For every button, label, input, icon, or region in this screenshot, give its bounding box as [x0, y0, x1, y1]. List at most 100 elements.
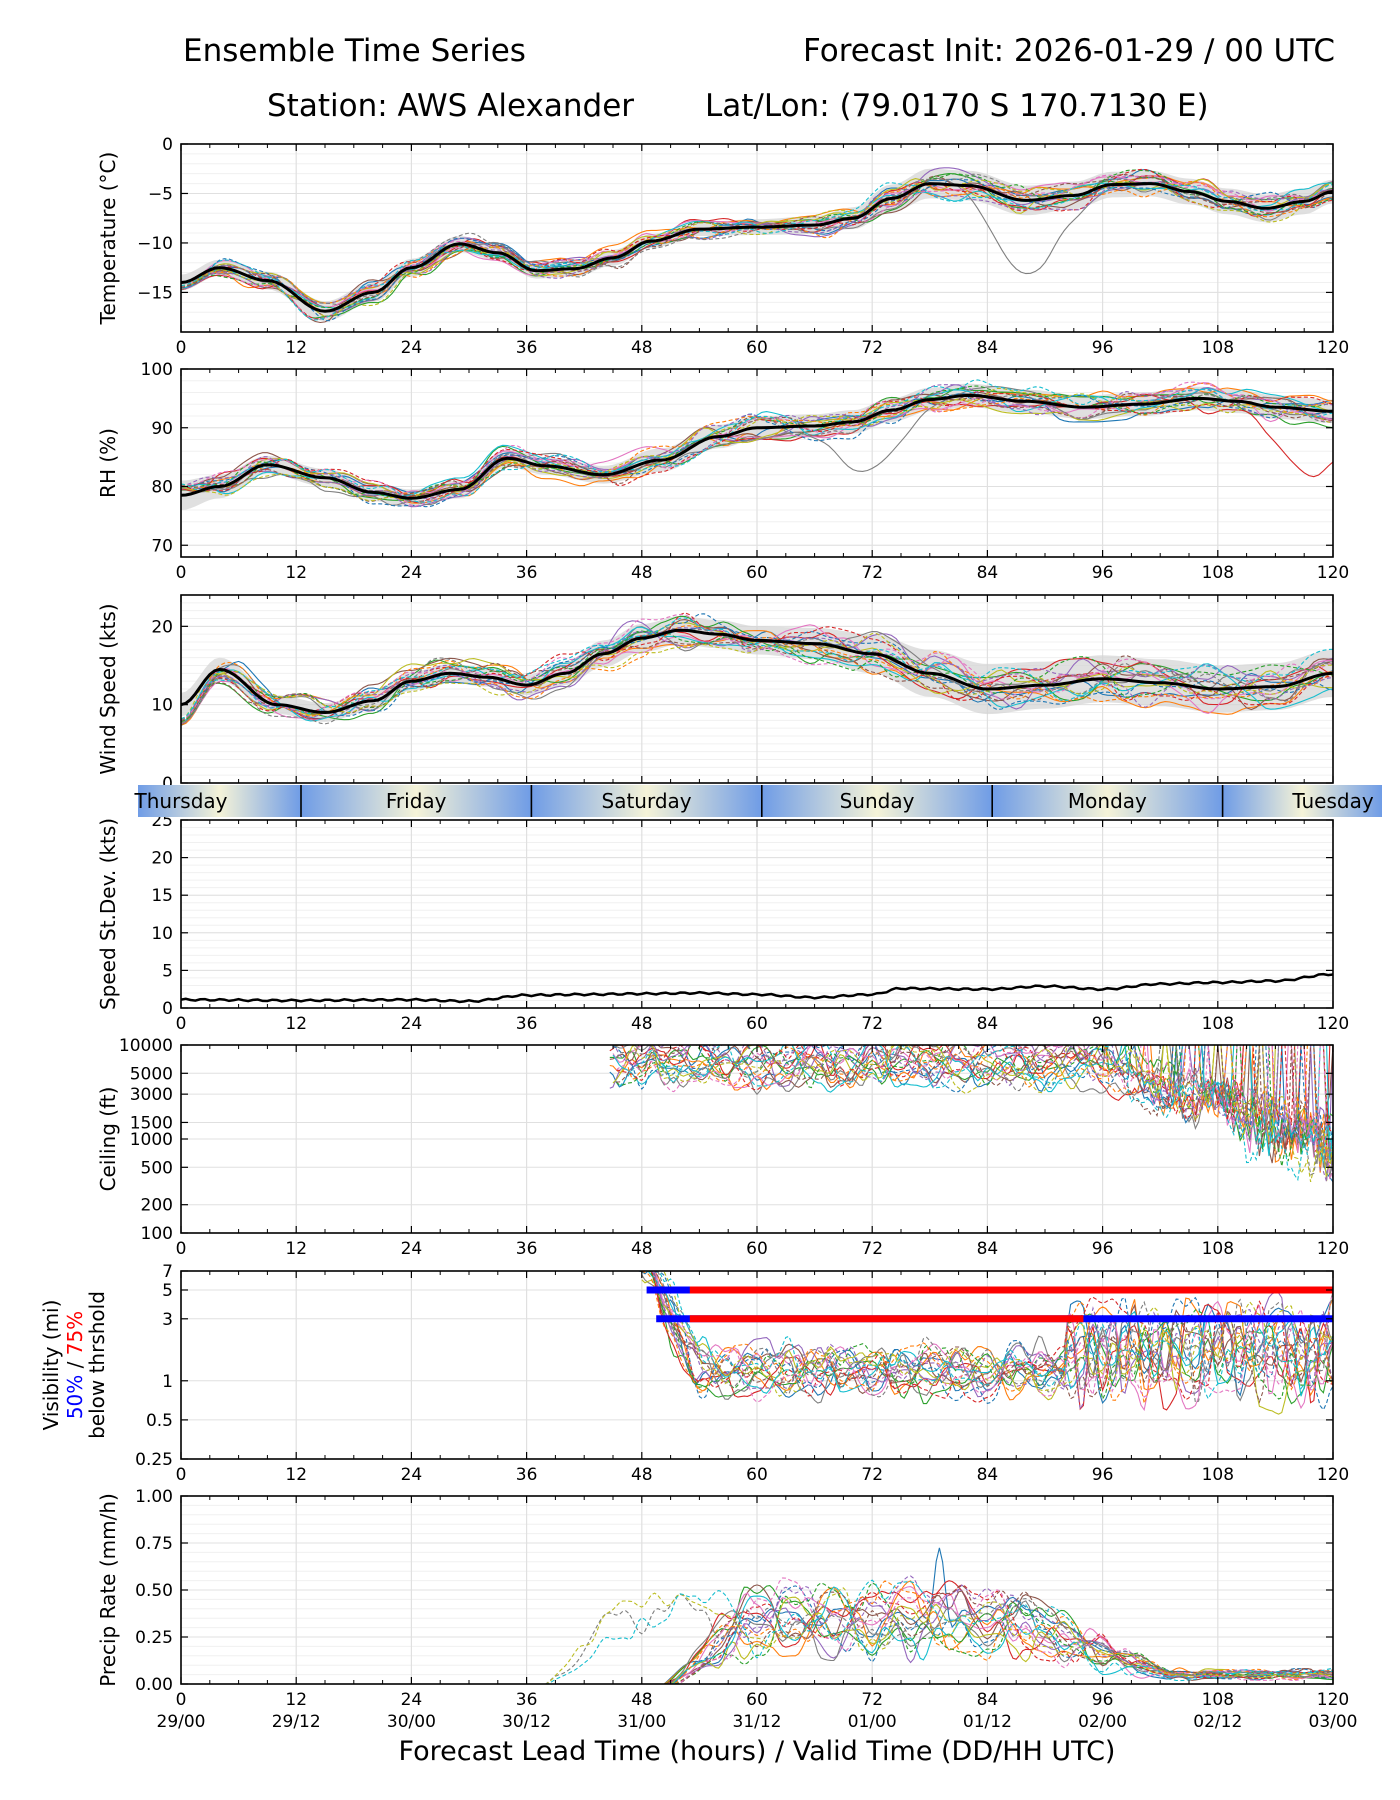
ceiling-member-20 — [619, 1045, 1333, 1182]
day-band-segment — [761, 785, 993, 817]
precip-ytick-label: 0.25 — [135, 1628, 173, 1648]
visibility-xtick-label: 24 — [401, 1465, 423, 1485]
precip-member-15 — [181, 1575, 1333, 1684]
ceiling-ytick-label: 5000 — [130, 1064, 173, 1084]
precip-member-18 — [181, 1593, 1333, 1684]
ceiling-xtick-label: 48 — [631, 1239, 653, 1259]
valid-time-label: 30/00 — [387, 1712, 436, 1732]
day-band-segment — [531, 785, 762, 817]
speed_stdev-xtick-label: 108 — [1202, 1014, 1234, 1034]
ceiling-xtick-label: 96 — [1092, 1239, 1114, 1259]
speed_stdev-xtick-label: 12 — [285, 1014, 307, 1034]
precip-ytick-label: 0.75 — [135, 1534, 173, 1554]
precip-ylabel: Precip Rate (mm/h) — [96, 1493, 120, 1687]
speed_stdev-xtick-label: 60 — [746, 1014, 768, 1034]
visibility-member-8 — [641, 1274, 1333, 1404]
temperature-member-20 — [181, 181, 1333, 321]
valid-time-label: 01/00 — [848, 1712, 897, 1732]
visibility-member-17 — [645, 1271, 1333, 1403]
rh-ylabel-group: RH (%) — [96, 428, 120, 498]
speed_stdev-ylabel: Speed St.Dev. (kts) — [96, 818, 120, 1010]
visibility-xtick-label: 36 — [516, 1465, 538, 1485]
ceiling-xtick-label: 12 — [285, 1239, 307, 1259]
ceiling-ytick-label: 1500 — [130, 1113, 173, 1133]
valid-time-label: 31/12 — [733, 1712, 782, 1732]
visibility-member-14 — [645, 1271, 1333, 1404]
precip-ytick-label: 1.00 — [135, 1487, 173, 1507]
precip-ylabel-group: Precip Rate (mm/h) — [96, 1493, 120, 1687]
wind-member-20 — [181, 617, 1333, 720]
ceiling-member-19 — [616, 1045, 1333, 1183]
precip-member-16 — [181, 1584, 1333, 1684]
visibility-xtick-label: 108 — [1202, 1465, 1234, 1485]
rh-xtick-label: 36 — [516, 563, 538, 583]
visibility-member-19 — [645, 1271, 1333, 1397]
wind-ytick-label: 10 — [151, 696, 173, 716]
temperature-member-17 — [181, 174, 1333, 320]
speed_stdev-ytick-label: 10 — [151, 924, 173, 944]
ceiling-member-15 — [615, 1045, 1333, 1182]
rh-member-19 — [181, 387, 1333, 502]
ceiling-ytick-label: 3000 — [130, 1085, 173, 1105]
temperature-ytick-label: −10 — [137, 234, 173, 254]
wind-member-19 — [181, 633, 1333, 720]
rh-xtick-label: 12 — [285, 563, 307, 583]
temperature-ytick-label: −5 — [148, 184, 173, 204]
rh-xtick-label: 24 — [401, 563, 423, 583]
valid-time-label: 02/12 — [1193, 1712, 1242, 1732]
precip-xtick-label: 96 — [1092, 1690, 1114, 1710]
rh-ytick-label: 90 — [151, 419, 173, 439]
panel-precip: 0 12 24 36 48 60 72 84 96 108 120 0.00 0.25 0.50 0.75 1… — [96, 1487, 1358, 1767]
ceiling-member-11 — [612, 1045, 1333, 1146]
valid-time-label: 30/12 — [502, 1712, 551, 1732]
precip-member-12 — [181, 1580, 1333, 1684]
temperature-xtick-label: 72 — [861, 338, 883, 358]
ceiling-ytick-label: 100 — [141, 1224, 173, 1244]
rh-xtick-label: 96 — [1092, 563, 1114, 583]
temperature-member-13 — [181, 169, 1333, 309]
precip-xtick-label: 36 — [516, 1690, 538, 1710]
visibility-member-16 — [645, 1271, 1333, 1404]
precip-ytick-label: 0.00 — [135, 1675, 173, 1695]
precip-member-20 — [181, 1579, 1333, 1684]
panel-wind: 0122436486072849610812001020Wind Speed (… — [96, 594, 1349, 809]
temperature-ylabel: Temperature (°C) — [96, 152, 120, 326]
visibility-ytick-label: 7 — [162, 1262, 173, 1282]
rh-ticks: 0 12 24 36 48 60 72 84 96 108 120 70 80 90 100 — [141, 360, 1350, 583]
day-label: Friday — [386, 789, 447, 813]
visibility-ytick-label: 0.25 — [135, 1450, 173, 1470]
rh-xtick-label: 84 — [977, 563, 999, 583]
wind-ylabel-group: Wind Speed (kts) — [96, 603, 120, 774]
visibility-xtick-label: 0 — [176, 1465, 187, 1485]
precip-member-1 — [181, 1547, 1333, 1684]
ceiling-ytick-label: 500 — [141, 1158, 173, 1178]
day-band-segment — [992, 785, 1223, 817]
rh-ytick-label: 100 — [141, 360, 173, 380]
visibility-xtick-label: 96 — [1092, 1465, 1114, 1485]
precip-xtick-label: 72 — [861, 1690, 883, 1710]
rh-member-18 — [181, 392, 1333, 502]
day-label: Sunday — [840, 789, 915, 813]
speed_stdev-xtick-label: 0 — [176, 1014, 187, 1034]
temperature-ylabel-group: Temperature (°C) — [96, 152, 120, 326]
precip-series — [181, 1547, 1333, 1684]
precip-xtick-label: 0 — [176, 1690, 187, 1710]
panel-rh: 0 12 24 36 48 60 72 84 96 108 120 70 80 90 100 RH (%) — [96, 360, 1349, 583]
day-band-segment — [301, 785, 532, 817]
precip-ticks: 0 12 24 36 48 60 72 84 96 108 120 0.00 0.25 0.50 0.75 1… — [135, 1487, 1357, 1732]
temperature-xtick-label: 120 — [1317, 338, 1349, 358]
temperature-ytick-label: 0 — [162, 135, 173, 155]
precip-member-14 — [181, 1584, 1333, 1684]
visibility-member-4 — [638, 1271, 1333, 1411]
precip-xtick-label: 108 — [1202, 1690, 1234, 1710]
ceiling-xtick-label: 84 — [977, 1239, 999, 1259]
ceiling-xtick-label: 60 — [746, 1239, 768, 1259]
temperature-member-11 — [181, 178, 1333, 322]
visibility-member-20 — [648, 1271, 1333, 1400]
temperature-xtick-label: 84 — [977, 338, 999, 358]
precip-member-9 — [181, 1596, 1333, 1684]
visibility-member-7 — [641, 1271, 1333, 1412]
